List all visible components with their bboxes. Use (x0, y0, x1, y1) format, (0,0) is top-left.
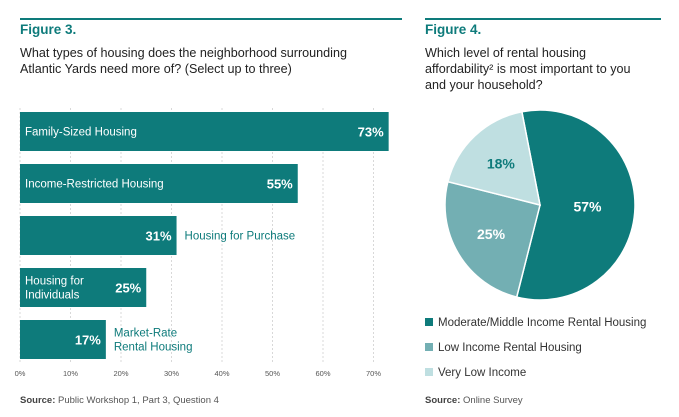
legend-item: Moderate/Middle Income Rental Housing (425, 317, 679, 333)
bar-category-label: Rental Housing (114, 342, 193, 354)
bar-value-label: 17% (75, 333, 101, 348)
pie-slice (446, 110, 541, 207)
figure4-source-text: Online Survey (463, 395, 523, 406)
legend-swatch-very-low (425, 367, 433, 376)
pie-value-label: 18% (487, 156, 516, 172)
legend-item: Low Income Rental Housing (425, 342, 679, 358)
figure4-question: Which level of rental housing affordabil… (425, 45, 631, 93)
bar-value-label: 55% (267, 177, 293, 192)
pie-value-label: 57% (573, 198, 602, 214)
bar-category-label: Housing for Purchase (185, 231, 296, 243)
figure3-rule (20, 18, 402, 20)
pie-slice (515, 109, 636, 301)
x-tick-label: 0% (15, 369, 26, 378)
figure4-question-line-1: Which level of rental housing (425, 46, 587, 60)
bar-category-label: Market-Rate (114, 328, 177, 340)
legend-item: Very Low Income (425, 367, 679, 383)
figure3-question-line-1: What types of housing does the neighborh… (20, 46, 347, 60)
figure3-source-label: Source: (20, 395, 56, 406)
figure4-label: Figure 4. (425, 22, 482, 37)
figure3-question-line-2: Atlantic Yards need more of? (Select up … (20, 62, 292, 76)
figure3-label: Figure 3. (20, 22, 77, 37)
bar-category-label: Individuals (25, 290, 80, 302)
figure4-question-line-3: and your household? (425, 78, 543, 92)
figure4-question-line-2: affordability² is most important to you (425, 62, 631, 76)
bar (20, 164, 298, 203)
bar-category-label: Family-Sized Housing (25, 127, 137, 139)
affordability-pie-chart: 57% 25% 18% (444, 109, 636, 301)
legend-label: Moderate/Middle Income Rental Housing (438, 317, 647, 329)
x-tick-label: 70% (366, 369, 381, 378)
legend-label: Very Low Income (438, 367, 527, 379)
bar-category-label: Housing for (25, 276, 84, 288)
figure3-source: Source: Public Workshop 1, Part 3, Quest… (20, 395, 219, 406)
legend-label: Low Income Rental Housing (438, 342, 582, 354)
bar (20, 216, 177, 255)
pie-value-label: 25% (477, 226, 506, 242)
figure3-source-text: Public Workshop 1, Part 3, Question 4 (58, 395, 219, 406)
figure4-source-label: Source: (425, 395, 461, 406)
bar-value-label: 31% (146, 229, 172, 244)
x-tick-label: 60% (315, 369, 330, 378)
x-tick-label: 10% (63, 369, 78, 378)
x-tick-label: 20% (113, 369, 128, 378)
pie-slice (444, 180, 541, 299)
bar-value-label: 25% (115, 281, 141, 296)
bar-value-label: 73% (358, 125, 384, 140)
x-tick-label: 50% (265, 369, 280, 378)
figure4-rule (425, 18, 661, 20)
legend-swatch-low (425, 342, 433, 351)
x-tick-label: 30% (164, 369, 179, 378)
housing-types-bar-chart: 0% 10% 20% 30% 40% 50% 60% 70% 73% Family-Sized H… (15, 108, 389, 378)
legend-swatch-moderate (425, 317, 433, 326)
figure4-source: Source: Online Survey (425, 395, 523, 406)
bar (20, 320, 106, 359)
bar-category-label: Income-Restricted Housing (25, 179, 164, 191)
bar (20, 112, 389, 151)
x-tick-label: 40% (214, 369, 229, 378)
figure3-question: What types of housing does the neighborh… (20, 45, 347, 77)
bar (20, 268, 147, 307)
